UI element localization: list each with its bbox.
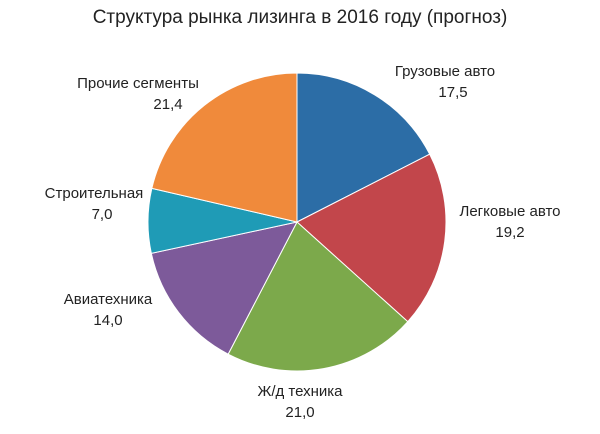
slice-label: Прочие сегменты (77, 75, 199, 92)
slice-label: Строительная (45, 185, 144, 202)
pie-slice (296, 72, 431, 223)
pie-slice (296, 153, 447, 323)
pie-slice (150, 221, 298, 355)
value-label: 19,2 (495, 224, 524, 241)
slice-label: Легковые авто (459, 203, 560, 220)
slice-label: Грузовые авто (395, 63, 495, 80)
slice-label: Авиатехника (64, 291, 153, 308)
value-label: 17,5 (438, 84, 467, 101)
pie-slice (151, 72, 298, 223)
value-label: 7,0 (92, 206, 113, 223)
chart-title: Структура рынка лизинга в 2016 году (про… (93, 7, 508, 28)
slice-label: Ж/д техника (257, 383, 343, 400)
value-label: 14,0 (93, 312, 122, 329)
value-label: 21,0 (285, 404, 314, 421)
pie-slice (227, 221, 409, 372)
value-label: 21,4 (153, 96, 182, 113)
